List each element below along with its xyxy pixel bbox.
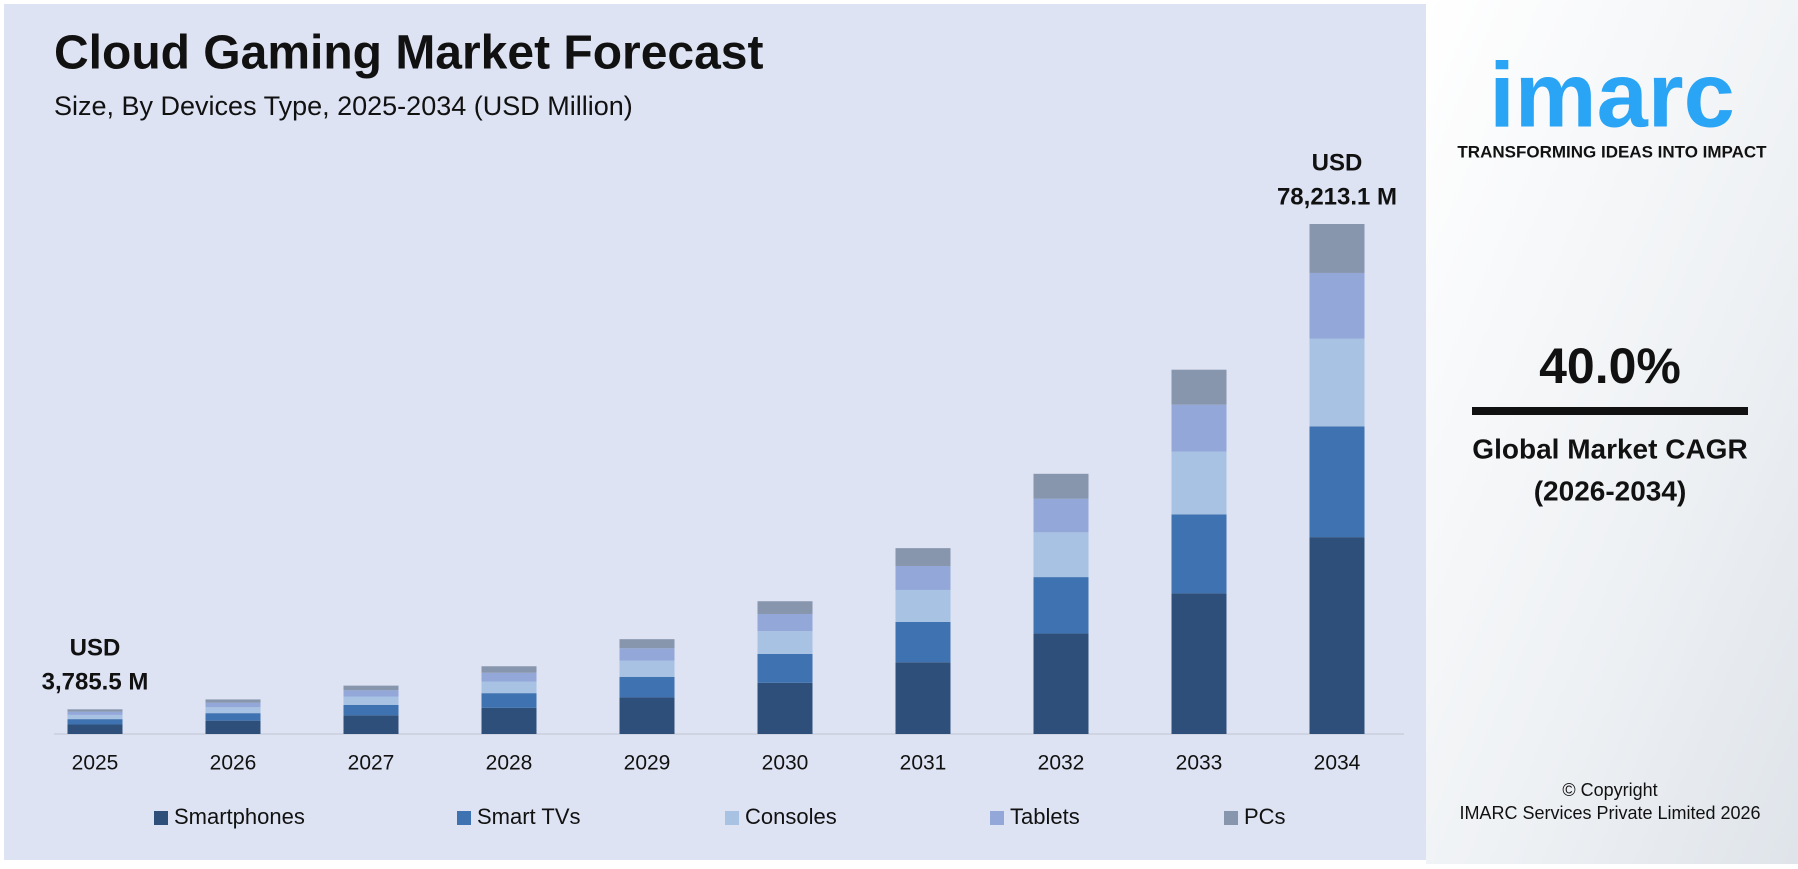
- bar-segment: [481, 672, 537, 682]
- bar-segment: [895, 565, 951, 590]
- bar-segment: [1171, 593, 1227, 734]
- total-annotation: USD: [70, 635, 121, 662]
- bar-segment: [67, 714, 123, 720]
- bar-segment: [1309, 272, 1365, 339]
- copyright: IMARC Services Private Limited 2026: [1459, 803, 1760, 823]
- total-annotation: 78,213.1 M: [1277, 183, 1397, 210]
- legend-swatch: [1224, 811, 1238, 825]
- x-tick-label: 2032: [1038, 752, 1085, 775]
- bar-segment: [67, 709, 123, 712]
- bar-segment: [1033, 633, 1089, 734]
- legend-label: Tablets: [1010, 804, 1080, 829]
- legend-label: PCs: [1244, 804, 1286, 829]
- bar-segment: [1309, 224, 1365, 273]
- bar-segment: [1171, 451, 1227, 515]
- bar-segment: [1033, 577, 1089, 634]
- legend-swatch: [725, 811, 739, 825]
- bar-segment: [67, 724, 123, 734]
- bar-segment: [343, 690, 399, 697]
- bar-segment: [1033, 498, 1089, 533]
- bar-segment: [757, 613, 813, 632]
- bar-segment: [619, 697, 675, 734]
- chart-subtitle: Size, By Devices Type, 2025-2034 (USD Mi…: [54, 91, 633, 121]
- bar-segment: [757, 631, 813, 654]
- bar-segment: [619, 639, 675, 649]
- tagline: TRANSFORMING IDEAS INTO IMPACT: [1457, 142, 1767, 161]
- bar-segment: [343, 685, 399, 691]
- logo: imarc: [1489, 44, 1735, 146]
- x-tick-label: 2034: [1314, 752, 1361, 775]
- x-tick-label: 2031: [900, 752, 947, 775]
- bar-segment: [1033, 532, 1089, 578]
- cagr-label: (2026-2034): [1534, 475, 1687, 506]
- x-tick-label: 2029: [624, 752, 671, 775]
- bar-segment: [67, 719, 123, 725]
- bar-segment: [205, 699, 261, 703]
- x-tick-label: 2025: [72, 752, 119, 775]
- bar-segment: [205, 720, 261, 734]
- bar-segment: [757, 653, 813, 683]
- legend-swatch: [154, 811, 168, 825]
- bar-segment: [343, 715, 399, 734]
- legend-label: Smart TVs: [477, 804, 581, 829]
- legend-swatch: [990, 811, 1004, 825]
- bar-segment: [1309, 537, 1365, 734]
- bar-segment: [1171, 514, 1227, 594]
- x-tick-label: 2033: [1176, 752, 1223, 775]
- bar-segment: [619, 648, 675, 661]
- bar-segment: [481, 681, 537, 694]
- legend-label: Smartphones: [174, 804, 305, 829]
- bar-segment: [1309, 426, 1365, 538]
- bar-segment: [205, 707, 261, 714]
- bar-segment: [1171, 404, 1227, 452]
- sidebar-background: [1426, 0, 1798, 864]
- bar-segment: [481, 707, 537, 734]
- bar-segment: [343, 704, 399, 716]
- bar-segment: [757, 682, 813, 734]
- x-tick-label: 2026: [210, 752, 257, 775]
- legend-swatch: [457, 811, 471, 825]
- total-annotation: USD: [1312, 149, 1363, 176]
- cagr-label: Global Market CAGR: [1472, 433, 1747, 464]
- bar-segment: [481, 666, 537, 673]
- bar-segment: [205, 702, 261, 708]
- bar-segment: [619, 676, 675, 698]
- bar-segment: [481, 693, 537, 708]
- total-annotation: 3,785.5 M: [42, 669, 149, 696]
- legend-label: Consoles: [745, 804, 837, 829]
- copyright: © Copyright: [1562, 780, 1657, 800]
- bar-segment: [205, 713, 261, 721]
- bar-segment: [343, 696, 399, 705]
- bar-segment: [895, 589, 951, 622]
- chart-title: Cloud Gaming Market Forecast: [54, 27, 763, 80]
- bar-segment: [895, 621, 951, 663]
- bar-segment: [619, 660, 675, 677]
- x-tick-label: 2030: [762, 752, 809, 775]
- bar-segment: [1171, 369, 1227, 405]
- x-tick-label: 2027: [348, 752, 395, 775]
- bar-segment: [67, 711, 123, 715]
- bar-segment: [895, 548, 951, 566]
- x-tick-label: 2028: [486, 752, 533, 775]
- cagr-rule: [1472, 407, 1748, 415]
- bar-segment: [895, 662, 951, 734]
- bar-segment: [1309, 338, 1365, 427]
- cagr-value: 40.0%: [1539, 338, 1681, 394]
- bar-segment: [757, 601, 813, 614]
- bar-segment: [1033, 473, 1089, 499]
